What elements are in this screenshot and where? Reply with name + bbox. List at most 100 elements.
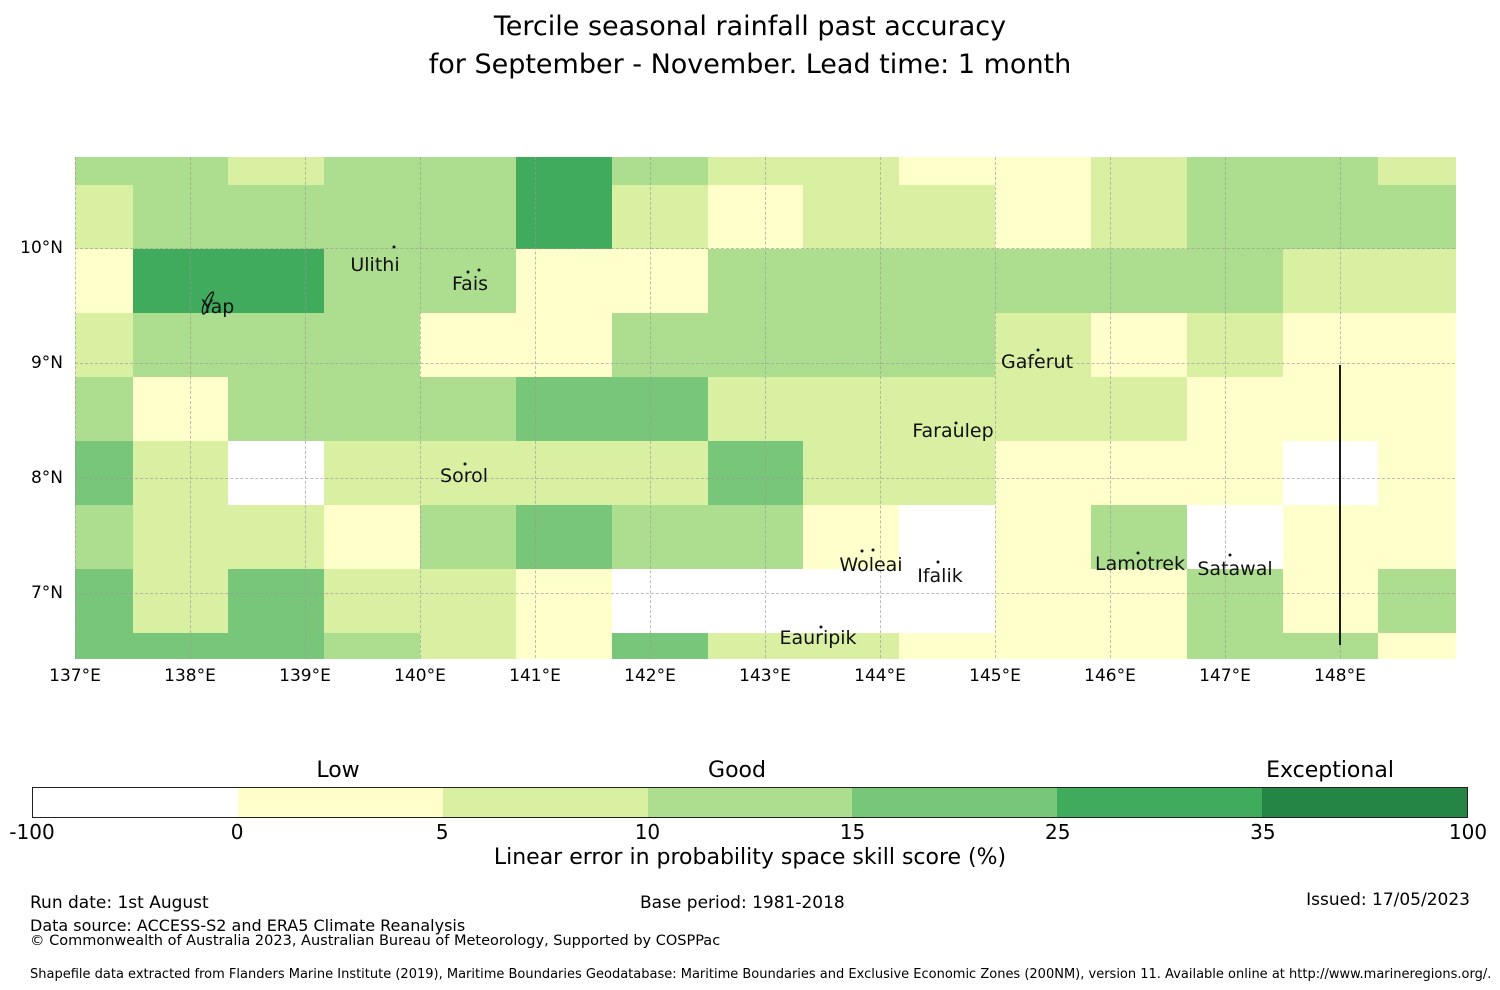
grid-cell [420, 505, 517, 570]
grid-cell [1090, 633, 1188, 659]
grid-cell [803, 568, 900, 634]
grid-cell [75, 312, 134, 378]
x-axis-tick-label: 148°E [1314, 666, 1366, 686]
grid-cell [1378, 440, 1456, 506]
grid-cell [132, 633, 229, 659]
x-axis-tick-label: 141°E [509, 666, 561, 686]
x-axis-tick-label: 137°E [49, 666, 101, 686]
grid-cell [995, 377, 1092, 442]
grid-cell [899, 312, 996, 378]
colorbar-tick-label: 25 [1044, 820, 1071, 844]
grid-cell [420, 184, 517, 250]
grid-cell [228, 377, 325, 442]
grid-cell [1378, 633, 1456, 659]
x-axis-tick-label: 144°E [854, 666, 906, 686]
grid-cell [324, 377, 421, 442]
grid-cell [1282, 377, 1379, 442]
grid-cell [515, 377, 613, 442]
y-axis-tick-label: 7°N [30, 583, 63, 604]
x-axis-tick-label: 138°E [164, 666, 216, 686]
grid-cell [803, 440, 900, 506]
longitude-gridline [995, 157, 996, 658]
grid-cell [1186, 440, 1284, 506]
fais-dot [477, 268, 481, 272]
grid-cell [1090, 249, 1188, 314]
grid-cell [420, 633, 517, 659]
longitude-gridline [1225, 157, 1226, 658]
grid-cell [132, 568, 229, 634]
grid-cell [324, 505, 421, 570]
grid-cell [228, 312, 325, 378]
issued-text: Issued: 17/05/2023 [1306, 890, 1470, 910]
grid-cell [899, 249, 996, 314]
longitude-gridline [420, 157, 421, 658]
grid-cell [611, 377, 709, 442]
ulithi-label: Ulithi [350, 254, 400, 276]
grid-cell [132, 440, 229, 506]
longitude-gridline [880, 157, 881, 658]
y-axis-tick-label: 8°N [30, 468, 63, 488]
grid-cell [324, 184, 421, 250]
grid-cell [899, 633, 996, 659]
longitude-gridline [305, 157, 306, 658]
grid-cell [132, 312, 229, 378]
map-plot-area: Yap Ulithi Fais Sorol Gaferut Faraulep Woleai I… [75, 157, 1456, 659]
colorbar-segment [237, 788, 443, 817]
grid-cell [899, 377, 996, 442]
colorbar-category-label: Good [708, 758, 766, 783]
yap-island-shape [200, 290, 216, 320]
grid-cell [611, 633, 709, 659]
grid-cell [75, 377, 134, 442]
grid-cell [75, 633, 134, 659]
grid-cell [803, 184, 900, 250]
grid-cell [611, 184, 709, 250]
sorol-label: Sorol [440, 465, 488, 487]
colorbar-tick-label: -100 [9, 820, 55, 844]
grid-cell [515, 184, 613, 250]
x-axis-tick-label: 146°E [1084, 666, 1136, 686]
chart-title-line2: for September - November. Lead time: 1 m… [428, 49, 1072, 80]
colorbar-segment [1262, 788, 1468, 817]
grid-cell [707, 377, 804, 442]
colorbar-segment [1057, 788, 1263, 817]
latitude-gridline [75, 247, 1455, 249]
grid-cell [611, 568, 709, 634]
yap-label: Yap [201, 296, 235, 318]
grid-cell [228, 568, 325, 634]
grid-cell [899, 157, 996, 186]
longitude-gridline [75, 157, 76, 658]
colorbar-segment [33, 788, 238, 817]
grid-cell [515, 568, 613, 634]
grid-cell [1282, 440, 1379, 506]
grid-cell [1186, 312, 1284, 378]
x-axis-tick-label: 140°E [394, 666, 446, 686]
grid-cell [324, 633, 421, 659]
colorbar-tick-label: 0 [230, 820, 244, 844]
grid-cell [1090, 505, 1188, 570]
grid-cell [75, 157, 134, 186]
grid-cell [995, 440, 1092, 506]
colorbar [32, 787, 1468, 818]
copyright-text: © Commonwealth of Australia 2023, Austra… [30, 933, 721, 949]
grid-cell [132, 505, 229, 570]
grid-cell [515, 249, 613, 314]
grid-cell [420, 157, 517, 186]
chart-title: Tercile seasonal rainfall past accuracy … [0, 8, 1500, 84]
grid-cell [803, 505, 900, 570]
grid-cell [611, 312, 709, 378]
woleai-dot [860, 549, 864, 553]
grid-cell [420, 377, 517, 442]
grid-cell [1090, 568, 1188, 634]
grid-cell [995, 184, 1092, 250]
grid-cell [803, 377, 900, 442]
sorol-dot [463, 462, 467, 466]
fais-dot [466, 270, 470, 274]
longitude-gridline [765, 157, 766, 658]
fais-label: Fais [451, 273, 489, 295]
grid-cell [1186, 184, 1284, 250]
grid-cell [707, 249, 804, 314]
grid-cell [707, 440, 804, 506]
grid-cell [803, 157, 900, 186]
satawal-label: Satawal [1197, 558, 1273, 580]
grid-cell [707, 312, 804, 378]
